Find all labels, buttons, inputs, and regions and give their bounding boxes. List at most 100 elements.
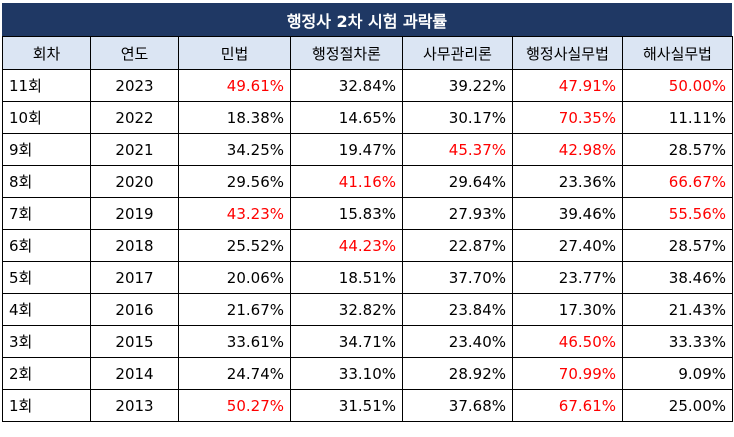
cell-rate: 55.56% [622, 197, 733, 230]
column-header-round: 회차 [2, 36, 91, 70]
column-header-year: 연도 [90, 36, 179, 70]
cell-rate: 21.67% [178, 293, 291, 326]
cell-rate: 23.40% [402, 325, 513, 358]
table-row: 10회 2022 18.38% 14.65% 30.17% 70.35% 11.11% [2, 101, 733, 134]
cell-rate: 28.92% [402, 357, 513, 390]
cell-rate: 37.70% [402, 261, 513, 294]
cell-round: 7회 [2, 197, 91, 230]
cell-rate: 19.47% [290, 133, 403, 166]
cell-rate: 11.11% [622, 101, 733, 134]
cell-rate: 23.84% [402, 293, 513, 326]
cell-year: 2016 [90, 293, 179, 326]
cell-round: 10회 [2, 101, 91, 134]
column-header-maritime-practice-law: 해사실무법 [622, 36, 733, 70]
cell-rate: 45.37% [402, 133, 513, 166]
cell-rate: 33.10% [290, 357, 403, 390]
cell-year: 2019 [90, 197, 179, 230]
cell-year: 2015 [90, 325, 179, 358]
cell-rate: 41.16% [290, 165, 403, 198]
cell-rate: 21.43% [622, 293, 733, 326]
cell-round: 1회 [2, 389, 91, 422]
cell-rate: 39.46% [512, 197, 623, 230]
failure-rate-sheet: 행정사 2차 시험 과락률 회차 연도 민법 행정절차론 사무관리론 행정사실무… [2, 3, 733, 422]
cell-year: 2018 [90, 229, 179, 262]
header-row: 회차 연도 민법 행정절차론 사무관리론 행정사실무법 해사실무법 [2, 36, 733, 70]
cell-rate: 9.09% [622, 357, 733, 390]
cell-rate: 50.27% [178, 389, 291, 422]
cell-rate: 70.99% [512, 357, 623, 390]
table-row: 8회 2020 29.56% 41.16% 29.64% 23.36% 66.67% [2, 165, 733, 198]
cell-rate: 28.57% [622, 133, 733, 166]
cell-round: 4회 [2, 293, 91, 326]
cell-rate: 32.82% [290, 293, 403, 326]
cell-rate: 18.38% [178, 101, 291, 134]
cell-round: 8회 [2, 165, 91, 198]
cell-rate: 44.23% [290, 229, 403, 262]
cell-rate: 15.83% [290, 197, 403, 230]
column-header-civil-law: 민법 [178, 36, 291, 70]
cell-rate: 25.52% [178, 229, 291, 262]
cell-round: 6회 [2, 229, 91, 262]
cell-rate: 34.25% [178, 133, 291, 166]
cell-year: 2023 [90, 69, 179, 102]
cell-rate: 30.17% [402, 101, 513, 134]
table-row: 1회 2013 50.27% 31.51% 37.68% 67.61% 25.00% [2, 389, 733, 422]
table-body: 11회 2023 49.61% 32.84% 39.22% 47.91% 50.00% 10회… [2, 69, 733, 422]
table-row: 3회 2015 33.61% 34.71% 23.40% 46.50% 33.33% [2, 325, 733, 358]
cell-round: 9회 [2, 133, 91, 166]
cell-rate: 49.61% [178, 69, 291, 102]
cell-rate: 33.61% [178, 325, 291, 358]
cell-rate: 23.36% [512, 165, 623, 198]
failure-rate-table: 회차 연도 민법 행정절차론 사무관리론 행정사실무법 해사실무법 11회 202… [2, 36, 733, 422]
cell-rate: 24.74% [178, 357, 291, 390]
column-header-admin-practice-law: 행정사실무법 [512, 36, 623, 70]
cell-rate: 17.30% [512, 293, 623, 326]
cell-year: 2020 [90, 165, 179, 198]
cell-rate: 66.67% [622, 165, 733, 198]
cell-rate: 29.56% [178, 165, 291, 198]
table-row: 2회 2014 24.74% 33.10% 28.92% 70.99% 9.09% [2, 357, 733, 390]
cell-rate: 43.23% [178, 197, 291, 230]
table-row: 7회 2019 43.23% 15.83% 27.93% 39.46% 55.56% [2, 197, 733, 230]
cell-rate: 20.06% [178, 261, 291, 294]
cell-rate: 67.61% [512, 389, 623, 422]
cell-rate: 47.91% [512, 69, 623, 102]
cell-rate: 50.00% [622, 69, 733, 102]
cell-round: 5회 [2, 261, 91, 294]
cell-rate: 18.51% [290, 261, 403, 294]
cell-round: 11회 [2, 69, 91, 102]
cell-rate: 22.87% [402, 229, 513, 262]
table-row: 5회 2017 20.06% 18.51% 37.70% 23.77% 38.46% [2, 261, 733, 294]
cell-rate: 38.46% [622, 261, 733, 294]
cell-rate: 33.33% [622, 325, 733, 358]
cell-rate: 39.22% [402, 69, 513, 102]
cell-year: 2022 [90, 101, 179, 134]
table-row: 11회 2023 49.61% 32.84% 39.22% 47.91% 50.00% [2, 69, 733, 102]
cell-rate: 34.71% [290, 325, 403, 358]
cell-rate: 29.64% [402, 165, 513, 198]
cell-rate: 23.77% [512, 261, 623, 294]
cell-rate: 46.50% [512, 325, 623, 358]
cell-rate: 14.65% [290, 101, 403, 134]
cell-round: 3회 [2, 325, 91, 358]
cell-rate: 27.93% [402, 197, 513, 230]
cell-rate: 28.57% [622, 229, 733, 262]
sheet-title: 행정사 2차 시험 과락률 [2, 3, 732, 36]
cell-rate: 42.98% [512, 133, 623, 166]
cell-year: 2014 [90, 357, 179, 390]
cell-year: 2021 [90, 133, 179, 166]
cell-rate: 37.68% [402, 389, 513, 422]
table-row: 9회 2021 34.25% 19.47% 45.37% 42.98% 28.57% [2, 133, 733, 166]
table-row: 6회 2018 25.52% 44.23% 22.87% 27.40% 28.57% [2, 229, 733, 262]
cell-rate: 32.84% [290, 69, 403, 102]
column-header-office-management: 사무관리론 [402, 36, 513, 70]
table-row: 4회 2016 21.67% 32.82% 23.84% 17.30% 21.43% [2, 293, 733, 326]
cell-rate: 31.51% [290, 389, 403, 422]
cell-rate: 25.00% [622, 389, 733, 422]
cell-year: 2017 [90, 261, 179, 294]
column-header-admin-procedure: 행정절차론 [290, 36, 403, 70]
cell-rate: 27.40% [512, 229, 623, 262]
cell-rate: 70.35% [512, 101, 623, 134]
cell-round: 2회 [2, 357, 91, 390]
cell-year: 2013 [90, 389, 179, 422]
